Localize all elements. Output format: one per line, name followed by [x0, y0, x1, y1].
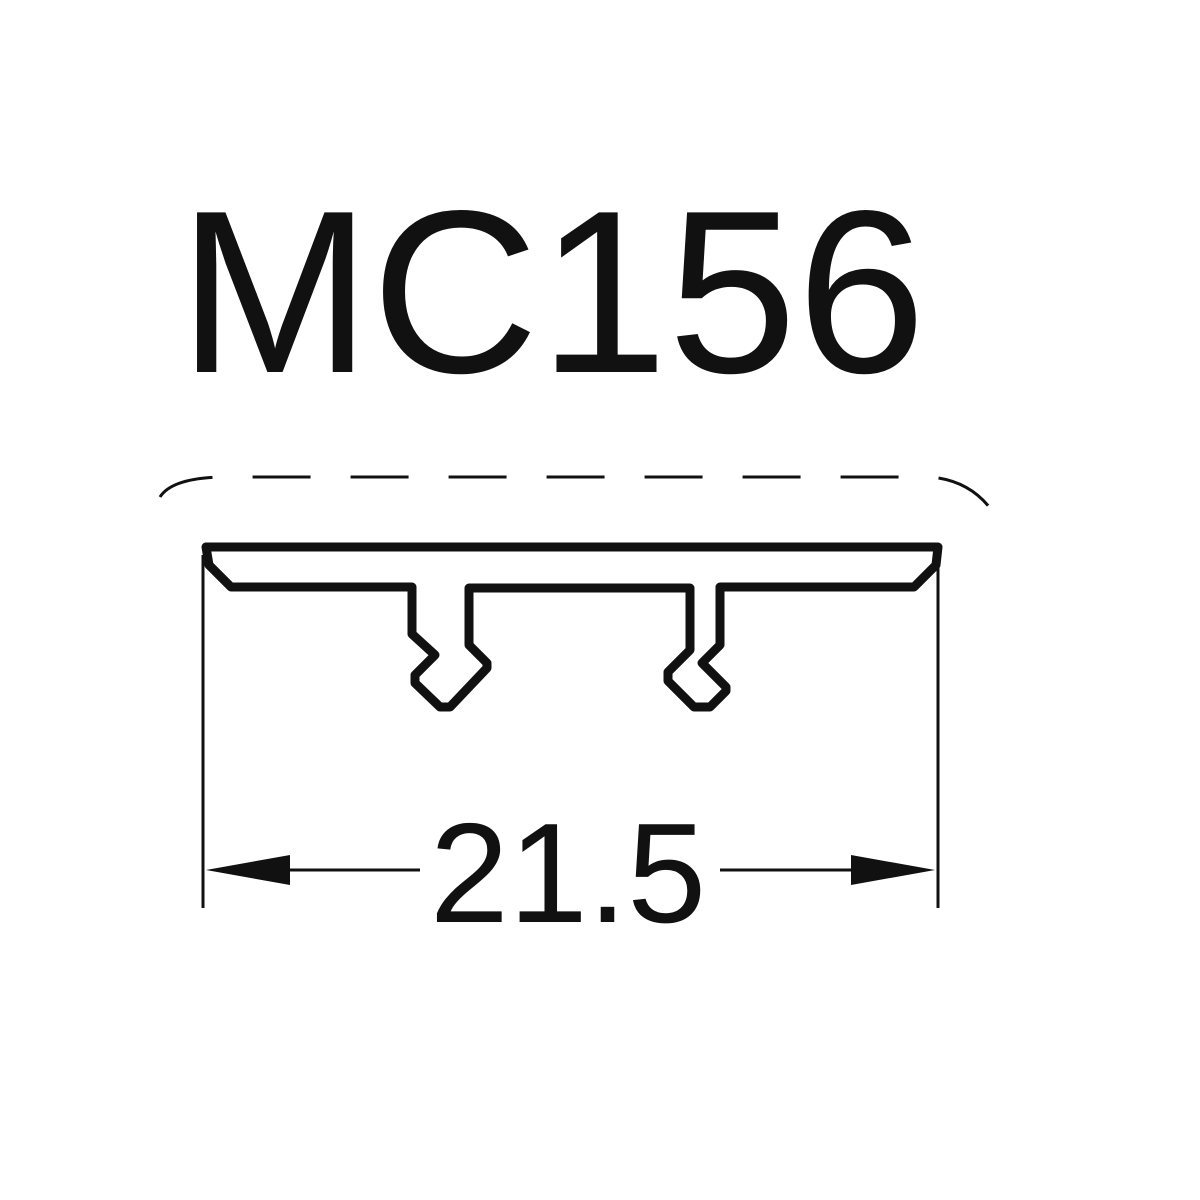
dimension-arrow-left-icon: [206, 855, 290, 885]
profile-cross-section: [201, 542, 943, 712]
dimension-arrow-right-icon: [851, 855, 935, 885]
width-dimension-label: 21.5: [430, 794, 706, 953]
part-code-title: MC156: [178, 163, 926, 422]
mounting-surface-dashed-line: [158, 475, 992, 509]
